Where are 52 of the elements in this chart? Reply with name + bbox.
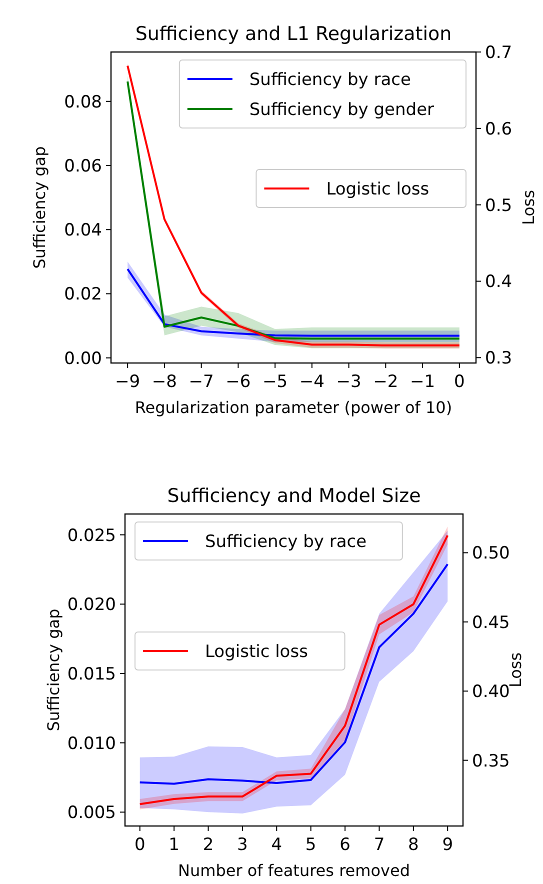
legend-label: Sufficiency by gender xyxy=(249,100,434,120)
x-tick-label: 1 xyxy=(168,835,180,855)
x-tick-label: 0 xyxy=(134,835,146,855)
y2-tick-label: 0.50 xyxy=(472,544,510,564)
y-axis-title: Sufficiency gap xyxy=(44,608,63,732)
x-tick-label: 7 xyxy=(374,835,385,855)
y2-tick-label: 0.4 xyxy=(485,272,512,292)
x-tick-label: 9 xyxy=(442,835,454,855)
chart-title: Sufficiency and Model Size xyxy=(167,485,421,507)
x-axis-title: Regularization parameter (power of 10) xyxy=(134,398,452,417)
y2-tick-label: 0.7 xyxy=(485,43,512,63)
y-tick-label: 0.025 xyxy=(67,526,116,546)
y-tick-label: 0.010 xyxy=(67,734,116,754)
chart-title: Sufficiency and L1 Regularization xyxy=(135,23,452,45)
x-tick-label: 8 xyxy=(408,835,419,855)
x-tick-label: −2 xyxy=(373,372,398,392)
x-tick-label: −7 xyxy=(188,372,214,392)
y-axis-title: Sufficiency gap xyxy=(30,146,49,269)
x-tick-label: −9 xyxy=(115,372,140,392)
x-tick-label: −5 xyxy=(262,372,288,392)
y2-tick-label: 0.3 xyxy=(485,348,512,369)
y-tick-label: 0.08 xyxy=(64,92,102,112)
legend-label: Logistic loss xyxy=(326,180,430,200)
x-tick-label: −4 xyxy=(299,372,324,392)
y2-tick-label: 0.40 xyxy=(472,682,510,702)
y-tick-label: 0.06 xyxy=(64,156,102,176)
x-tick-label: −6 xyxy=(226,372,251,392)
y2-tick-label: 0.45 xyxy=(472,612,510,633)
x-tick-label: 5 xyxy=(305,835,316,855)
y-tick-label: 0.015 xyxy=(67,664,116,684)
y2-tick-label: 0.35 xyxy=(472,751,510,772)
x-tick-label: −3 xyxy=(336,372,362,392)
x-tick-label: −8 xyxy=(152,372,177,392)
x-tick-label: 4 xyxy=(271,835,282,855)
x-tick-label: 2 xyxy=(202,835,214,855)
legend-label: Logistic loss xyxy=(205,642,308,662)
y-tick-label: 0.04 xyxy=(64,220,102,241)
y-tick-label: 0.020 xyxy=(67,595,116,616)
legend-label: Sufficiency by race xyxy=(205,532,367,552)
legend-label: Sufficiency by race xyxy=(249,70,411,90)
y2-tick-label: 0.5 xyxy=(485,196,512,216)
x-axis-title: Number of features removed xyxy=(178,861,410,880)
y-tick-label: 0.00 xyxy=(64,348,102,369)
x-tick-label: 6 xyxy=(340,835,350,855)
line-series xyxy=(138,563,449,785)
x-tick-label: 0 xyxy=(454,372,465,392)
y2-axis-title: Loss xyxy=(519,190,538,226)
y2-tick-label: 0.6 xyxy=(485,119,512,140)
x-tick-label: −1 xyxy=(410,372,436,392)
y-tick-label: 0.005 xyxy=(67,803,116,824)
x-tick-label: 3 xyxy=(237,835,248,855)
y-tick-label: 0.02 xyxy=(64,284,102,305)
